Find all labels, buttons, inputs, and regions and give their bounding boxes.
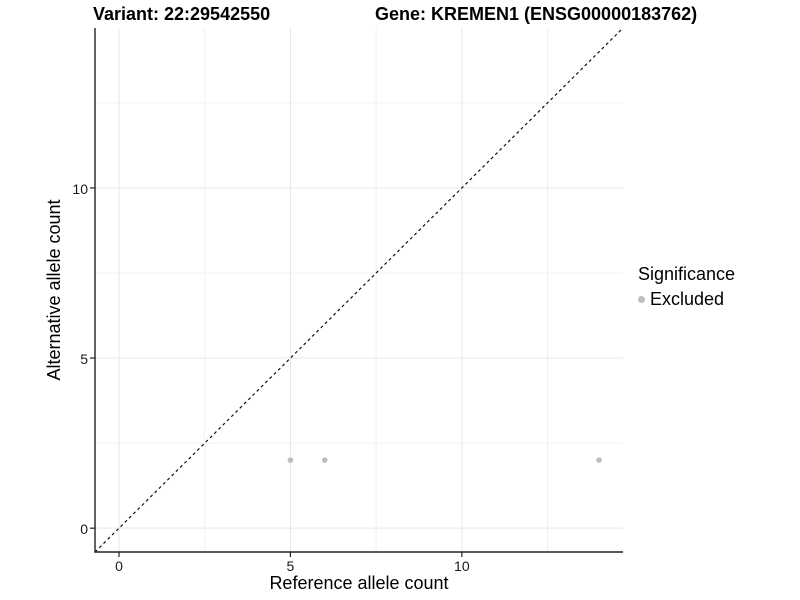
gene-title: Gene: KREMEN1 (ENSG00000183762)	[375, 4, 698, 24]
legend-title: Significance	[638, 264, 736, 284]
legend-item-excluded: Excluded	[638, 288, 735, 310]
x-axis-title: Reference allele count	[269, 573, 449, 593]
y-tick-label: 5	[80, 351, 88, 368]
legend-point-icon	[638, 295, 645, 303]
data-point	[596, 457, 602, 463]
legend-item-label: Excluded	[650, 288, 725, 309]
data-point	[287, 457, 294, 463]
y-tick-label: 10	[72, 180, 88, 197]
x-tick-label: 10	[454, 558, 470, 574]
legend: Significance Excluded	[638, 263, 735, 309]
x-tick-label: 5	[286, 558, 295, 574]
x-tick-label: 0	[115, 558, 123, 574]
data-point	[321, 457, 328, 463]
identity-line	[94, 29, 622, 553]
variant-title: Variant: 22:29542550	[93, 4, 271, 24]
y-tick-label: 0	[80, 521, 88, 538]
